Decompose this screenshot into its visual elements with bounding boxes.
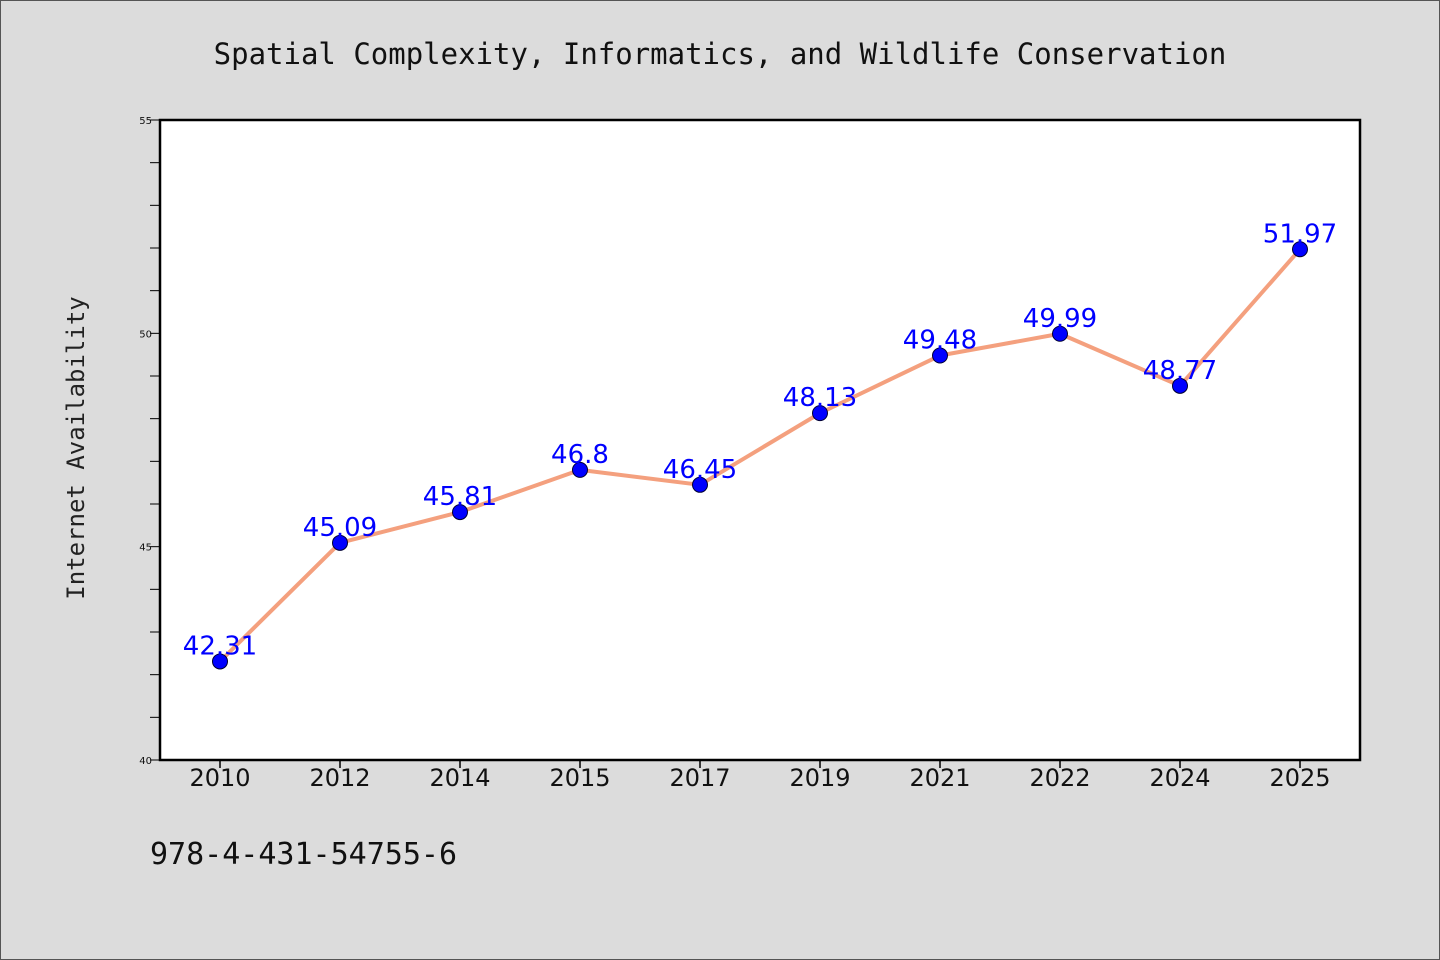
data-point (1052, 325, 1068, 342)
x-axis-ticks: 2010 2012 2014 2015 2017 2019 2021 2022 2024 2025 (189, 760, 1331, 792)
x-tick-label: 2024 (1149, 764, 1210, 792)
x-tick-label: 2017 (669, 764, 730, 792)
y-tick-label: 40 (139, 756, 152, 767)
data-point (212, 653, 228, 670)
data-point (932, 347, 948, 364)
data-point (1172, 377, 1188, 394)
series-line (218, 247, 1302, 663)
data-point (452, 504, 468, 521)
x-tick-label: 2010 (189, 764, 250, 792)
x-tick-label: 2015 (549, 764, 610, 792)
y-axis-ticks: 40 45 50 55 (139, 116, 160, 767)
x-tick-label: 2014 (429, 764, 490, 792)
y-tick-label: 50 (139, 329, 152, 340)
y-tick-label: 55 (139, 116, 152, 127)
data-point (692, 476, 708, 493)
data-label: 49.48 (903, 326, 977, 356)
data-point (1292, 241, 1308, 258)
x-tick-label: 2019 (789, 764, 850, 792)
data-point (812, 405, 828, 422)
data-point (572, 461, 588, 478)
x-tick-label: 2012 (309, 764, 370, 792)
series-markers (212, 241, 1308, 670)
data-labels: 42.31 45.09 45.81 46.8 46.45 48.13 49.48 49.99 4… (183, 219, 1337, 661)
data-label: 46.45 (663, 455, 737, 485)
y-tick-label: 45 (139, 543, 152, 554)
data-point (332, 534, 348, 551)
y-axis-label: Internet Availability (62, 296, 90, 599)
data-label: 48.13 (783, 383, 857, 413)
x-tick-label: 2022 (1029, 764, 1090, 792)
data-label: 45.09 (303, 513, 377, 543)
data-label: 45.81 (423, 482, 497, 512)
footnote-isbn: 978-4-431-54755-6 (150, 837, 457, 872)
data-label: 51.97 (1263, 219, 1337, 249)
data-label: 42.31 (183, 631, 257, 661)
plot-area (158, 118, 1362, 762)
data-label: 48.77 (1143, 356, 1217, 386)
data-label: 49.99 (1023, 304, 1097, 334)
x-tick-label: 2021 (909, 764, 970, 792)
chart-title: Spatial Complexity, Informatics, and Wil… (214, 37, 1227, 71)
x-tick-label: 2025 (1269, 764, 1330, 792)
data-label: 46.8 (551, 440, 609, 470)
